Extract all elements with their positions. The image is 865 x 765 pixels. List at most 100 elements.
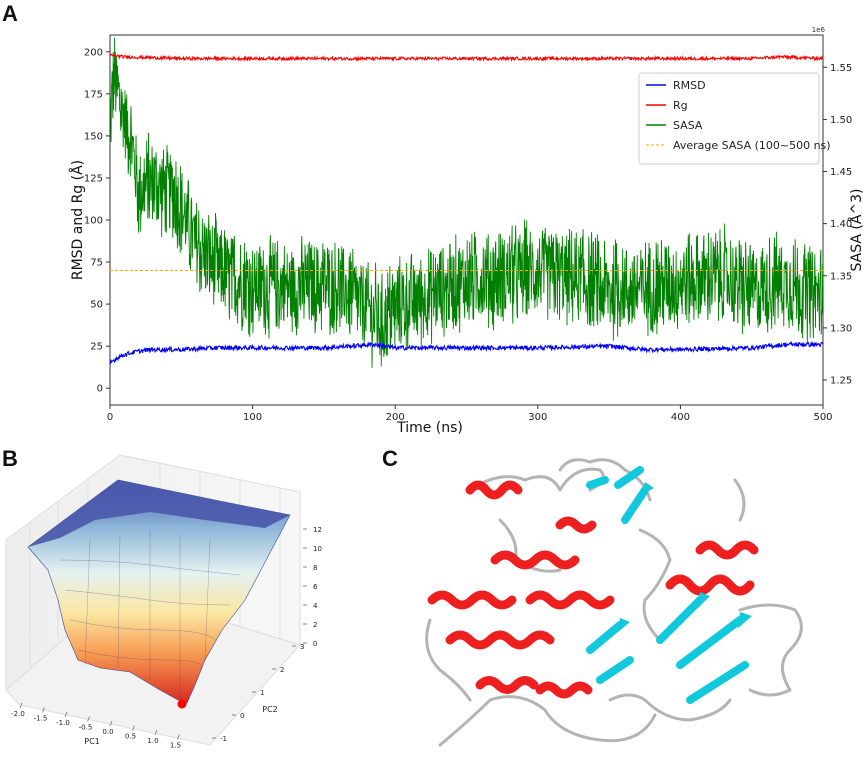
series-sasa-line bbox=[109, 37, 824, 368]
chart-a: 0 100 200 300 400 500 0 25 50 75 100 125 150 175 200 1.… bbox=[69, 26, 865, 436]
sheet-4 bbox=[676, 616, 744, 669]
y-tick-label: 25 bbox=[90, 342, 103, 353]
y-axis-label: RMSD and Rg (Å) bbox=[69, 160, 86, 280]
legend: RMSD Rg SASA Average SASA (100~500 ns) bbox=[638, 72, 831, 165]
x-tick-label: 100 bbox=[243, 412, 262, 423]
y-tick-label: 100 bbox=[84, 216, 103, 227]
x-tick-label: 0 bbox=[107, 412, 113, 423]
surface-plateau bbox=[28, 480, 290, 547]
y2-tick-label: 1.30 bbox=[830, 323, 852, 334]
z-tick-label: 2 bbox=[313, 621, 317, 629]
series-rmsd-line bbox=[109, 340, 824, 365]
panel-b-label: B bbox=[2, 446, 18, 471]
helix-6 bbox=[525, 590, 615, 610]
sheet-7 bbox=[614, 466, 644, 489]
loop-regions bbox=[425, 458, 803, 747]
pc1-tick-label: 0.5 bbox=[125, 733, 136, 741]
pc1-tick-mark bbox=[132, 725, 135, 731]
y-tick-label: 75 bbox=[90, 258, 103, 269]
pc1-tick-mark bbox=[109, 720, 113, 727]
pc1-tick-label: 1.5 bbox=[170, 742, 181, 750]
pc1-tick-label: -0.5 bbox=[79, 724, 93, 732]
pc1-tick-label: 1.0 bbox=[147, 737, 158, 745]
loop-top bbox=[558, 458, 652, 502]
y-tick-label: 0 bbox=[97, 384, 103, 395]
z-tick-label: 6 bbox=[313, 583, 318, 591]
y2-tick-label: 1.25 bbox=[830, 375, 852, 386]
pc2-tick-label: 2 bbox=[280, 666, 284, 674]
x-axis-label: Time (ns) bbox=[396, 420, 463, 436]
y2-tick-label: 1.35 bbox=[830, 271, 852, 282]
helix-9 bbox=[665, 574, 755, 596]
loop-top-left bbox=[468, 467, 605, 492]
sheet-1 bbox=[586, 621, 624, 654]
pc1-tick-mark bbox=[64, 711, 68, 718]
loop-right bbox=[738, 603, 803, 697]
sheet-3 bbox=[656, 596, 704, 644]
helix-4 bbox=[475, 676, 539, 694]
legend-avg-label: Average SASA (100~500 ns) bbox=[673, 139, 831, 152]
loop-lower bbox=[608, 693, 732, 722]
pc1-tick-label: -2.0 bbox=[11, 710, 25, 718]
loop-upper-right bbox=[733, 478, 746, 522]
pc1-tick-mark bbox=[19, 702, 23, 709]
z-tick-label: 0 bbox=[313, 640, 317, 648]
pc1-axis-label: PC1 bbox=[84, 737, 100, 746]
y-tick-label: 125 bbox=[84, 173, 103, 184]
x-tick-label: 400 bbox=[671, 412, 690, 423]
z-axis: 0 2 4 6 8 10 12 bbox=[303, 526, 322, 648]
pc2-tick-label: 0 bbox=[240, 712, 244, 720]
sheet-2 bbox=[596, 656, 634, 684]
z-tick-label: 12 bbox=[313, 526, 322, 534]
legend-rg-label: Rg bbox=[673, 99, 688, 112]
y2-tick-label: 1.55 bbox=[830, 63, 852, 74]
protein-cartoon bbox=[425, 458, 803, 747]
y2-tick-label: 1.50 bbox=[830, 115, 852, 126]
x-tick-label: 200 bbox=[386, 412, 405, 423]
pc1-tick-label: 0.0 bbox=[102, 728, 113, 736]
sheet-arrowhead-4 bbox=[640, 482, 654, 496]
helix-7 bbox=[535, 681, 593, 699]
series-rg-line bbox=[109, 53, 824, 63]
legend-box bbox=[638, 72, 820, 165]
pc1-tick-mark bbox=[177, 734, 180, 740]
panel-a-label: A bbox=[2, 1, 18, 26]
pc2-tick-label: 1 bbox=[260, 689, 264, 697]
pc1-tick-label: -1.5 bbox=[34, 715, 48, 723]
sheet-arrowhead-1 bbox=[618, 618, 630, 632]
helix-2 bbox=[427, 590, 517, 610]
panel-c-label: C bbox=[382, 446, 398, 471]
pc2-axis: -1 0 1 2 3 bbox=[212, 643, 304, 743]
y-tick-label: 50 bbox=[90, 300, 103, 311]
sheet-arrowhead-2 bbox=[698, 592, 710, 608]
loop-left bbox=[425, 618, 472, 702]
surface-mesh bbox=[59, 530, 241, 700]
y-tick-label: 150 bbox=[84, 131, 103, 142]
legend-sasa-label: SASA bbox=[673, 119, 703, 132]
global-minimum-marker bbox=[177, 699, 187, 709]
helix-5 bbox=[490, 550, 580, 570]
y2-tick-label: 1.45 bbox=[830, 167, 852, 178]
helix-10 bbox=[695, 540, 759, 560]
pc1-tick-mark bbox=[42, 707, 45, 713]
helix-1 bbox=[465, 480, 523, 500]
plot-area bbox=[109, 37, 824, 368]
pc1-tick-mark bbox=[154, 729, 158, 736]
x-tick-label: 300 bbox=[528, 412, 547, 423]
loop-bottom bbox=[438, 695, 657, 747]
y2-tick-label: 1.40 bbox=[830, 219, 852, 230]
legend-rmsd-label: RMSD bbox=[673, 79, 706, 92]
pc1-axis: -2.0 -1.5 -1.0 -0.5 0.0 0.5 1.0 1.5 bbox=[11, 702, 181, 750]
y-tick-label: 175 bbox=[84, 89, 103, 100]
sheet-8 bbox=[586, 476, 609, 489]
helix-8 bbox=[555, 516, 597, 534]
axes: 0 100 200 300 400 500 0 25 50 75 100 125 150 175 200 1.… bbox=[84, 47, 852, 423]
helix-3 bbox=[445, 630, 555, 650]
pc1-tick-label: -1.0 bbox=[56, 719, 70, 727]
pc2-axis-label: PC2 bbox=[262, 705, 278, 714]
pc2-tick-label: -1 bbox=[220, 735, 227, 743]
sheet-5 bbox=[686, 661, 749, 704]
sheet-regions bbox=[586, 466, 749, 704]
